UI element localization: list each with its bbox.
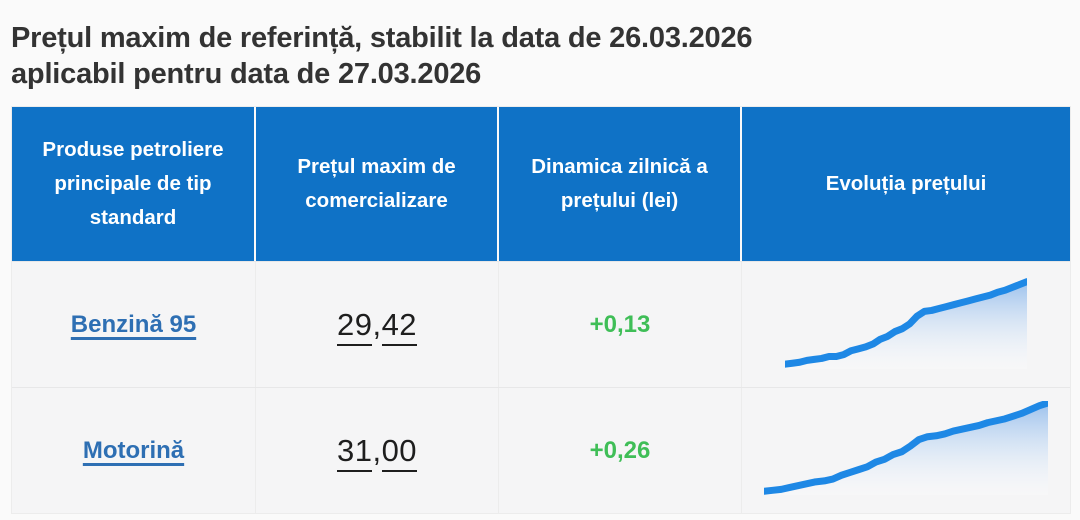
change-cell: +0,13 [499,262,742,387]
sparkline-chart-benzina-95 [785,273,1027,369]
product-cell: Motorină [12,388,256,513]
price-cell: 31,00 [256,388,499,513]
price-change-badge: +0,26 [589,436,651,464]
price-dec: 42 [381,306,418,346]
price-value[interactable]: 29,42 [336,306,418,346]
header-cell-product: Produse petroliere principale de tip sta… [12,107,256,261]
sparkline-line [764,402,1048,490]
table-row-motorina: Motorină 31,00 +0,26 [12,387,1070,513]
table-header-row: Produse petroliere principale de tip sta… [12,107,1070,261]
table-row-benzina-95: Benzină 95 29,42 +0,13 [12,261,1070,387]
sparkline-cell [742,388,1070,513]
product-link-benzina-95[interactable]: Benzină 95 [70,310,197,338]
price-int: 29 [336,306,373,346]
price-dec: 00 [381,432,418,472]
price-int: 31 [336,432,373,472]
header-cell-max-price: Prețul maxim de comercializare [256,107,499,261]
page-title-line1: Prețul maxim de referință, stabilit la d… [11,22,753,54]
sparkline-chart-motorina [764,401,1048,495]
change-cell: +0,26 [499,388,742,513]
product-link-motorina[interactable]: Motorină [82,436,185,464]
fuel-price-table: Produse petroliere principale de tip sta… [11,106,1071,514]
price-separator: , [372,306,382,342]
price-value[interactable]: 31,00 [336,432,418,472]
product-cell: Benzină 95 [12,262,256,387]
sparkline-cell [742,262,1070,387]
price-cell: 29,42 [256,262,499,387]
price-change-badge: +0,13 [589,310,651,338]
sparkline-line [785,281,1027,364]
page-title-line2: aplicabil pentru data de 27.03.2026 [11,58,482,90]
header-cell-price-evolution: Evoluția prețului [825,172,987,195]
price-separator: , [372,432,382,468]
page-title: Prețul maxim de referință, stabilit la d… [11,20,1069,92]
header-cell-daily-dynamics: Dinamica zilnică a prețului (lei) [499,107,742,261]
